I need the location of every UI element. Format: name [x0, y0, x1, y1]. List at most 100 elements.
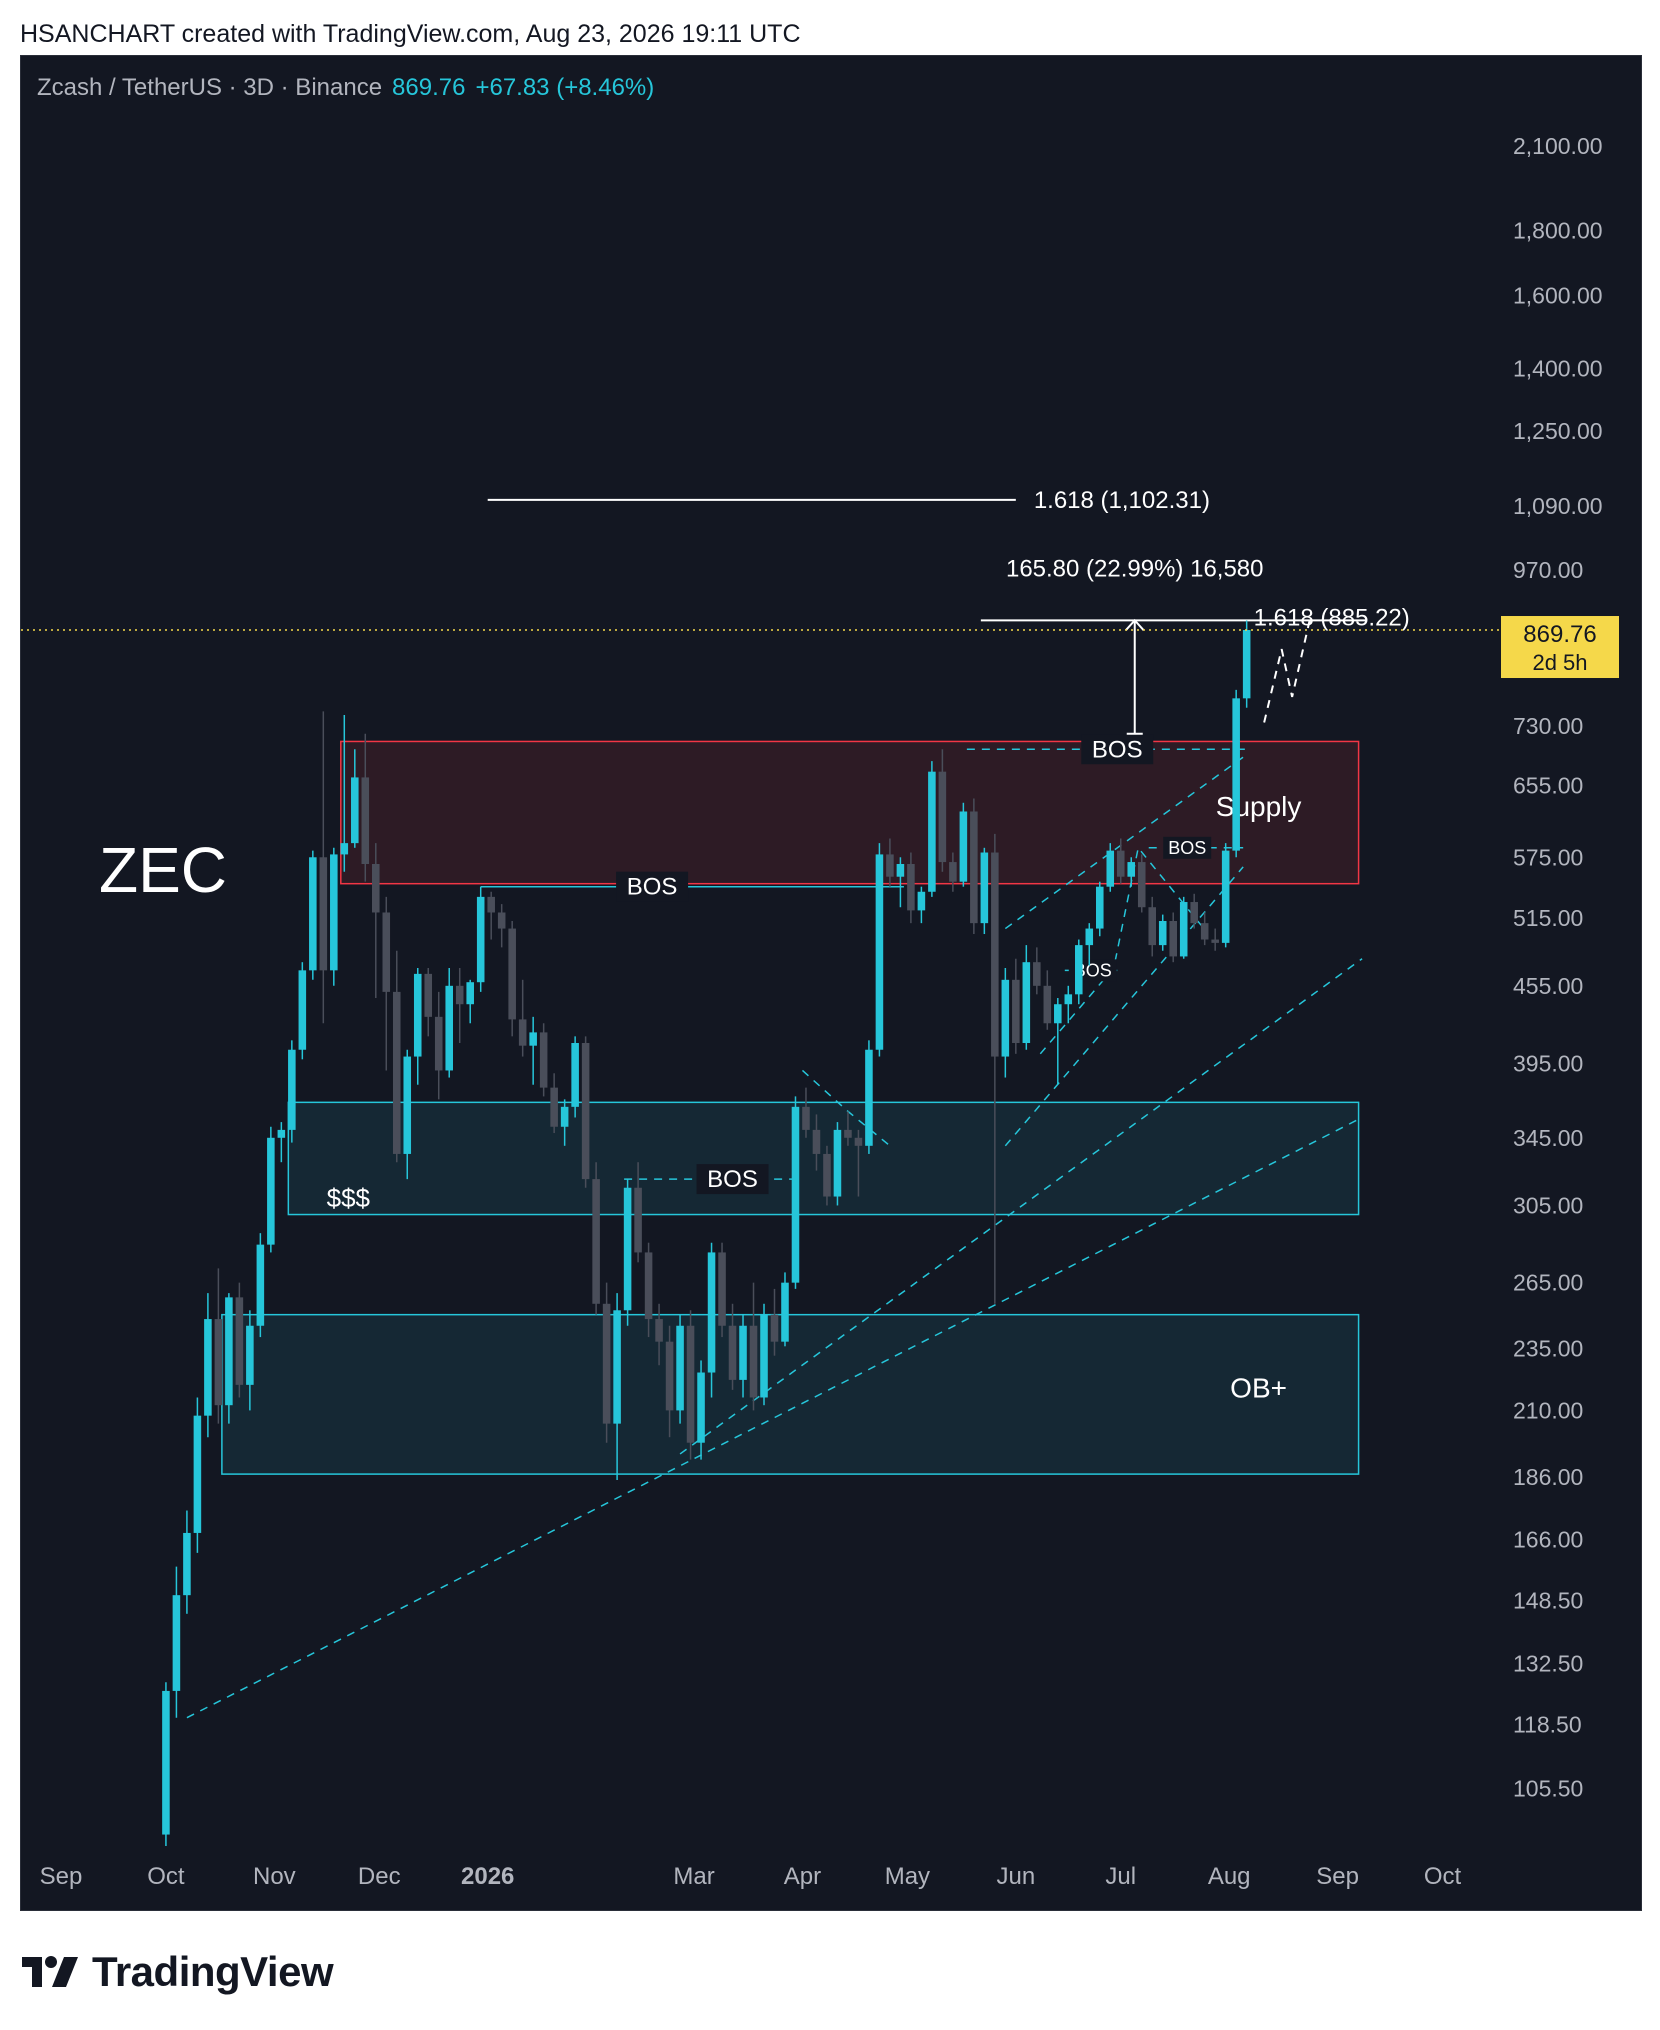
- candle-up[interactable]: [256, 1244, 265, 1326]
- candle-up[interactable]: [980, 852, 989, 924]
- candle-up[interactable]: [466, 982, 474, 1005]
- candle-up[interactable]: [917, 891, 926, 911]
- candle-up[interactable]: [162, 1690, 170, 1835]
- candle-down[interactable]: [655, 1319, 663, 1342]
- candle-up[interactable]: [707, 1252, 716, 1373]
- candle-down[interactable]: [1043, 985, 1052, 1024]
- last-price-badge[interactable]: [1501, 616, 1619, 679]
- candle-down[interactable]: [434, 1016, 443, 1071]
- candle-down[interactable]: [518, 1019, 527, 1046]
- candle-up[interactable]: [1158, 920, 1167, 946]
- candle-up[interactable]: [781, 1282, 789, 1342]
- candle-down[interactable]: [770, 1314, 779, 1342]
- candle-up[interactable]: [1085, 928, 1094, 946]
- trendline-major[interactable]: [186, 1116, 1363, 1719]
- candle-down[interactable]: [455, 985, 464, 1005]
- candle-down[interactable]: [508, 928, 516, 1020]
- candle-up[interactable]: [330, 854, 338, 971]
- candle-down[interactable]: [592, 1179, 600, 1304]
- candle-down[interactable]: [392, 991, 401, 1154]
- candle-down[interactable]: [802, 1106, 810, 1130]
- candle-up[interactable]: [1106, 850, 1115, 887]
- candle-down[interactable]: [749, 1325, 758, 1398]
- candle-down[interactable]: [1137, 862, 1146, 908]
- candle-down[interactable]: [823, 1153, 831, 1197]
- candle-down[interactable]: [550, 1087, 558, 1127]
- candle-down[interactable]: [1190, 902, 1198, 924]
- candle-down[interactable]: [424, 973, 433, 1017]
- candle-down[interactable]: [539, 1032, 548, 1088]
- candle-down[interactable]: [382, 912, 391, 992]
- candle-down[interactable]: [728, 1325, 737, 1380]
- candle-down[interactable]: [938, 771, 947, 863]
- candle-up[interactable]: [739, 1325, 747, 1380]
- candle-up[interactable]: [172, 1595, 181, 1691]
- structure-line-july[interactable]: [1039, 846, 1202, 1055]
- candle-up[interactable]: [1179, 902, 1188, 957]
- zone-supply[interactable]: [340, 740, 1360, 885]
- candle-up[interactable]: [676, 1325, 684, 1411]
- candle-up[interactable]: [413, 973, 422, 1057]
- candle-down[interactable]: [319, 857, 328, 971]
- candle-up[interactable]: [613, 1310, 621, 1424]
- tradingview-logo[interactable]: TradingView: [22, 1948, 334, 1996]
- candle-up[interactable]: [476, 896, 485, 983]
- candle-up[interactable]: [225, 1297, 233, 1406]
- candle-up[interactable]: [1001, 979, 1010, 1057]
- candle-up[interactable]: [928, 771, 936, 892]
- candle-down[interactable]: [1012, 979, 1020, 1043]
- candle-up[interactable]: [1242, 630, 1251, 699]
- candle-down[interactable]: [602, 1303, 611, 1424]
- candle-down[interactable]: [1116, 850, 1125, 877]
- candle-up[interactable]: [875, 854, 884, 1050]
- candle-down[interactable]: [1148, 907, 1157, 946]
- candle-up[interactable]: [1232, 698, 1240, 851]
- candle-down[interactable]: [665, 1341, 674, 1411]
- candle-up[interactable]: [351, 777, 359, 844]
- chart-panel[interactable]: Zcash / TetherUS · 3D · Binance 869.76 +67…: [20, 55, 1642, 1911]
- candle-up[interactable]: [193, 1415, 202, 1533]
- candle-down[interactable]: [497, 912, 506, 929]
- candle-down[interactable]: [907, 863, 915, 911]
- candle-down[interactable]: [991, 852, 999, 1057]
- candle-down[interactable]: [361, 777, 370, 864]
- candle-up[interactable]: [697, 1372, 705, 1443]
- candle-up[interactable]: [560, 1106, 569, 1127]
- candle-down[interactable]: [634, 1187, 642, 1253]
- candle-down[interactable]: [718, 1252, 726, 1326]
- projection-path[interactable]: [1263, 620, 1311, 723]
- candle-down[interactable]: [1169, 920, 1177, 957]
- candle-down[interactable]: [644, 1252, 653, 1320]
- candle-down[interactable]: [886, 854, 894, 877]
- candle-down[interactable]: [235, 1297, 244, 1385]
- candle-down[interactable]: [372, 863, 380, 913]
- candle-down[interactable]: [949, 862, 957, 882]
- candle-up[interactable]: [1075, 945, 1083, 995]
- candle-up[interactable]: [445, 985, 454, 1071]
- candle-up[interactable]: [246, 1325, 254, 1385]
- candle-up[interactable]: [1054, 1004, 1062, 1024]
- candle-up[interactable]: [277, 1129, 286, 1138]
- candle-up[interactable]: [267, 1137, 275, 1245]
- candle-up[interactable]: [865, 1049, 873, 1146]
- price-chart[interactable]: Supply $$$ OB+ BOS BOS BOS BOS BOS 1.618 (1,102.…: [21, 56, 1641, 1910]
- candle-up[interactable]: [340, 843, 349, 855]
- candle-up[interactable]: [204, 1319, 212, 1416]
- candle-up[interactable]: [833, 1129, 842, 1197]
- candle-down[interactable]: [1033, 962, 1041, 986]
- candle-up[interactable]: [403, 1056, 412, 1154]
- candle-up[interactable]: [288, 1049, 296, 1130]
- candle-up[interactable]: [1221, 850, 1230, 943]
- candle-up[interactable]: [571, 1043, 579, 1107]
- candle-up[interactable]: [791, 1106, 800, 1283]
- candle-up[interactable]: [183, 1532, 191, 1596]
- candle-up[interactable]: [896, 863, 905, 877]
- candle-up[interactable]: [1022, 962, 1031, 1043]
- candle-up[interactable]: [623, 1187, 632, 1311]
- candle-up[interactable]: [529, 1032, 537, 1046]
- channel-lower[interactable]: [1004, 866, 1244, 1147]
- candle-up[interactable]: [760, 1314, 768, 1398]
- candle-down[interactable]: [854, 1137, 863, 1146]
- candle-up[interactable]: [1127, 862, 1136, 877]
- candle-down[interactable]: [844, 1129, 852, 1138]
